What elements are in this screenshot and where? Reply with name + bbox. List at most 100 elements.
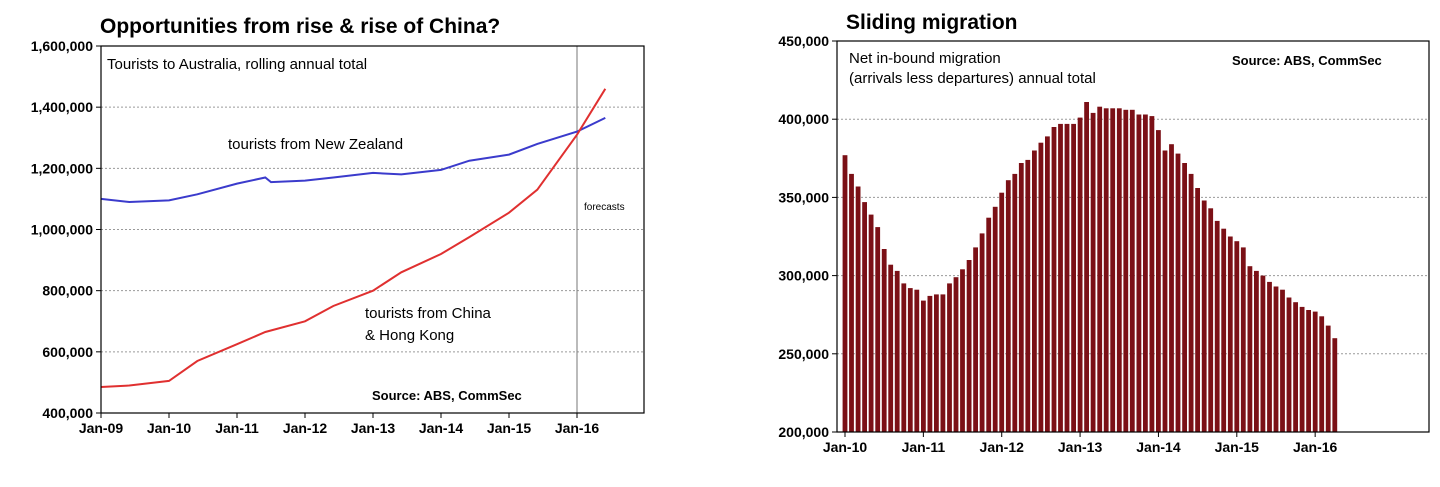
series-label-new-zealand: tourists from New Zealand [228, 136, 403, 153]
bar [842, 155, 848, 432]
bar [999, 192, 1005, 432]
x-tick-label: Jan-13 [1058, 439, 1103, 455]
plot-frame [100, 45, 645, 414]
x-tick-label: Jan-09 [79, 420, 124, 436]
bar [1175, 153, 1181, 432]
y-axis-ticks: 200,000 250,000 300,000 350,000 400,000 450,0… [778, 33, 837, 440]
bar [940, 294, 946, 432]
bar [907, 288, 913, 432]
x-tick-label: Jan-15 [487, 420, 532, 436]
chart-title: Sliding migration [846, 11, 1018, 34]
bar [1156, 130, 1161, 432]
y-tick-label: 600,000 [42, 344, 93, 360]
bar [1162, 150, 1168, 432]
bar [1018, 163, 1024, 432]
bar [1182, 163, 1187, 432]
bar [1123, 109, 1129, 433]
bar [992, 206, 998, 432]
bar [1267, 281, 1272, 432]
x-tick-label: Jan-10 [823, 439, 868, 455]
bar [1221, 228, 1227, 432]
bar [1201, 200, 1207, 432]
y-axis-ticks: 400,000 600,000 800,000 1,000,000 1,200,000 1… [31, 38, 101, 421]
x-tick-label: Jan-10 [147, 420, 192, 436]
bar [1234, 241, 1240, 432]
series-label-china-line2: & Hong Kong [365, 327, 454, 344]
bar [1005, 180, 1011, 432]
bar [1116, 108, 1122, 433]
bar [862, 202, 867, 432]
bar [855, 186, 861, 432]
y-tick-label: 200,000 [778, 424, 829, 440]
bar [1299, 306, 1305, 432]
bar [1032, 150, 1037, 432]
bar [1038, 142, 1044, 432]
y-tick-label: 450,000 [778, 33, 829, 49]
plot-frame [836, 40, 1430, 433]
bar [1286, 297, 1292, 432]
bar [934, 294, 939, 432]
chart-subtitle: Tourists to Australia, rolling annual to… [107, 56, 367, 73]
y-tick-label: 800,000 [42, 283, 93, 299]
bar [1012, 173, 1018, 432]
bar [914, 289, 920, 432]
bar [973, 247, 978, 432]
china-tourists-chart: Opportunities from rise & rise of China?… [31, 15, 645, 436]
y-tick-label: 1,000,000 [31, 222, 93, 238]
x-tick-label: Jan-15 [1215, 439, 1260, 455]
source-note: Source: ABS, CommSec [1232, 53, 1382, 68]
china-tourists-chart-svg: Opportunities from rise & rise of China?… [31, 15, 645, 436]
bar [986, 217, 992, 432]
migration-chart-svg: Sliding migration 200,000 250,000 300,000 3… [778, 11, 1430, 455]
bar [1312, 311, 1318, 432]
x-axis-ticks: Jan-09 Jan-10 Jan-11 Jan-12 Jan-13 Jan-14 Jan-… [79, 413, 600, 436]
series-line-new-zealand [100, 116, 606, 204]
migration-chart: Sliding migration 200,000 250,000 300,000 3… [720, 0, 1440, 487]
x-axis-ticks: Jan-10 Jan-11 Jan-12 Jan-13 Jan-14 Jan-15 Jan-… [823, 432, 1338, 455]
bar [953, 277, 959, 432]
bar [894, 270, 900, 432]
bars [842, 102, 1338, 433]
bar [1090, 112, 1096, 433]
chart-subtitle-line1: Net in-bound migration [849, 50, 1001, 67]
bar [1332, 338, 1338, 432]
x-tick-label: Jan-16 [1293, 439, 1338, 455]
series-lines [100, 88, 607, 388]
bar [1097, 106, 1103, 432]
bar [849, 173, 854, 432]
bar [1188, 173, 1194, 432]
y-tick-label: 1,400,000 [31, 99, 93, 115]
x-tick-label: Jan-16 [555, 420, 600, 436]
bar [1247, 266, 1253, 432]
bar [960, 269, 965, 432]
bar [1273, 286, 1279, 432]
bar [921, 300, 926, 432]
bar [1103, 108, 1109, 433]
x-tick-label: Jan-14 [1136, 439, 1181, 455]
bar [1169, 144, 1174, 432]
bar [1025, 159, 1031, 432]
bar [1149, 116, 1155, 432]
series-label-china-line1: tourists from China [365, 305, 492, 322]
bar [1129, 109, 1135, 433]
x-tick-label: Jan-11 [215, 420, 259, 436]
bar [1325, 325, 1331, 432]
y-tick-label: 250,000 [778, 346, 829, 362]
x-tick-label: Jan-12 [980, 439, 1025, 455]
y-tick-label: 400,000 [42, 405, 93, 421]
bar [1110, 108, 1116, 433]
bar [1280, 289, 1285, 432]
bar [927, 295, 933, 432]
bar [1143, 114, 1148, 432]
forecast-label: forecasts [584, 202, 625, 213]
bar [1136, 114, 1142, 432]
series-line-china-hong-kong [100, 88, 607, 388]
bar [1319, 316, 1325, 432]
chart-title: Opportunities from rise & rise of China? [100, 15, 500, 38]
x-tick-label: Jan-12 [283, 420, 328, 436]
x-tick-label: Jan-14 [419, 420, 464, 436]
bar [1227, 236, 1233, 432]
bar [1051, 127, 1057, 432]
bar [966, 260, 972, 432]
bar [1240, 247, 1246, 432]
